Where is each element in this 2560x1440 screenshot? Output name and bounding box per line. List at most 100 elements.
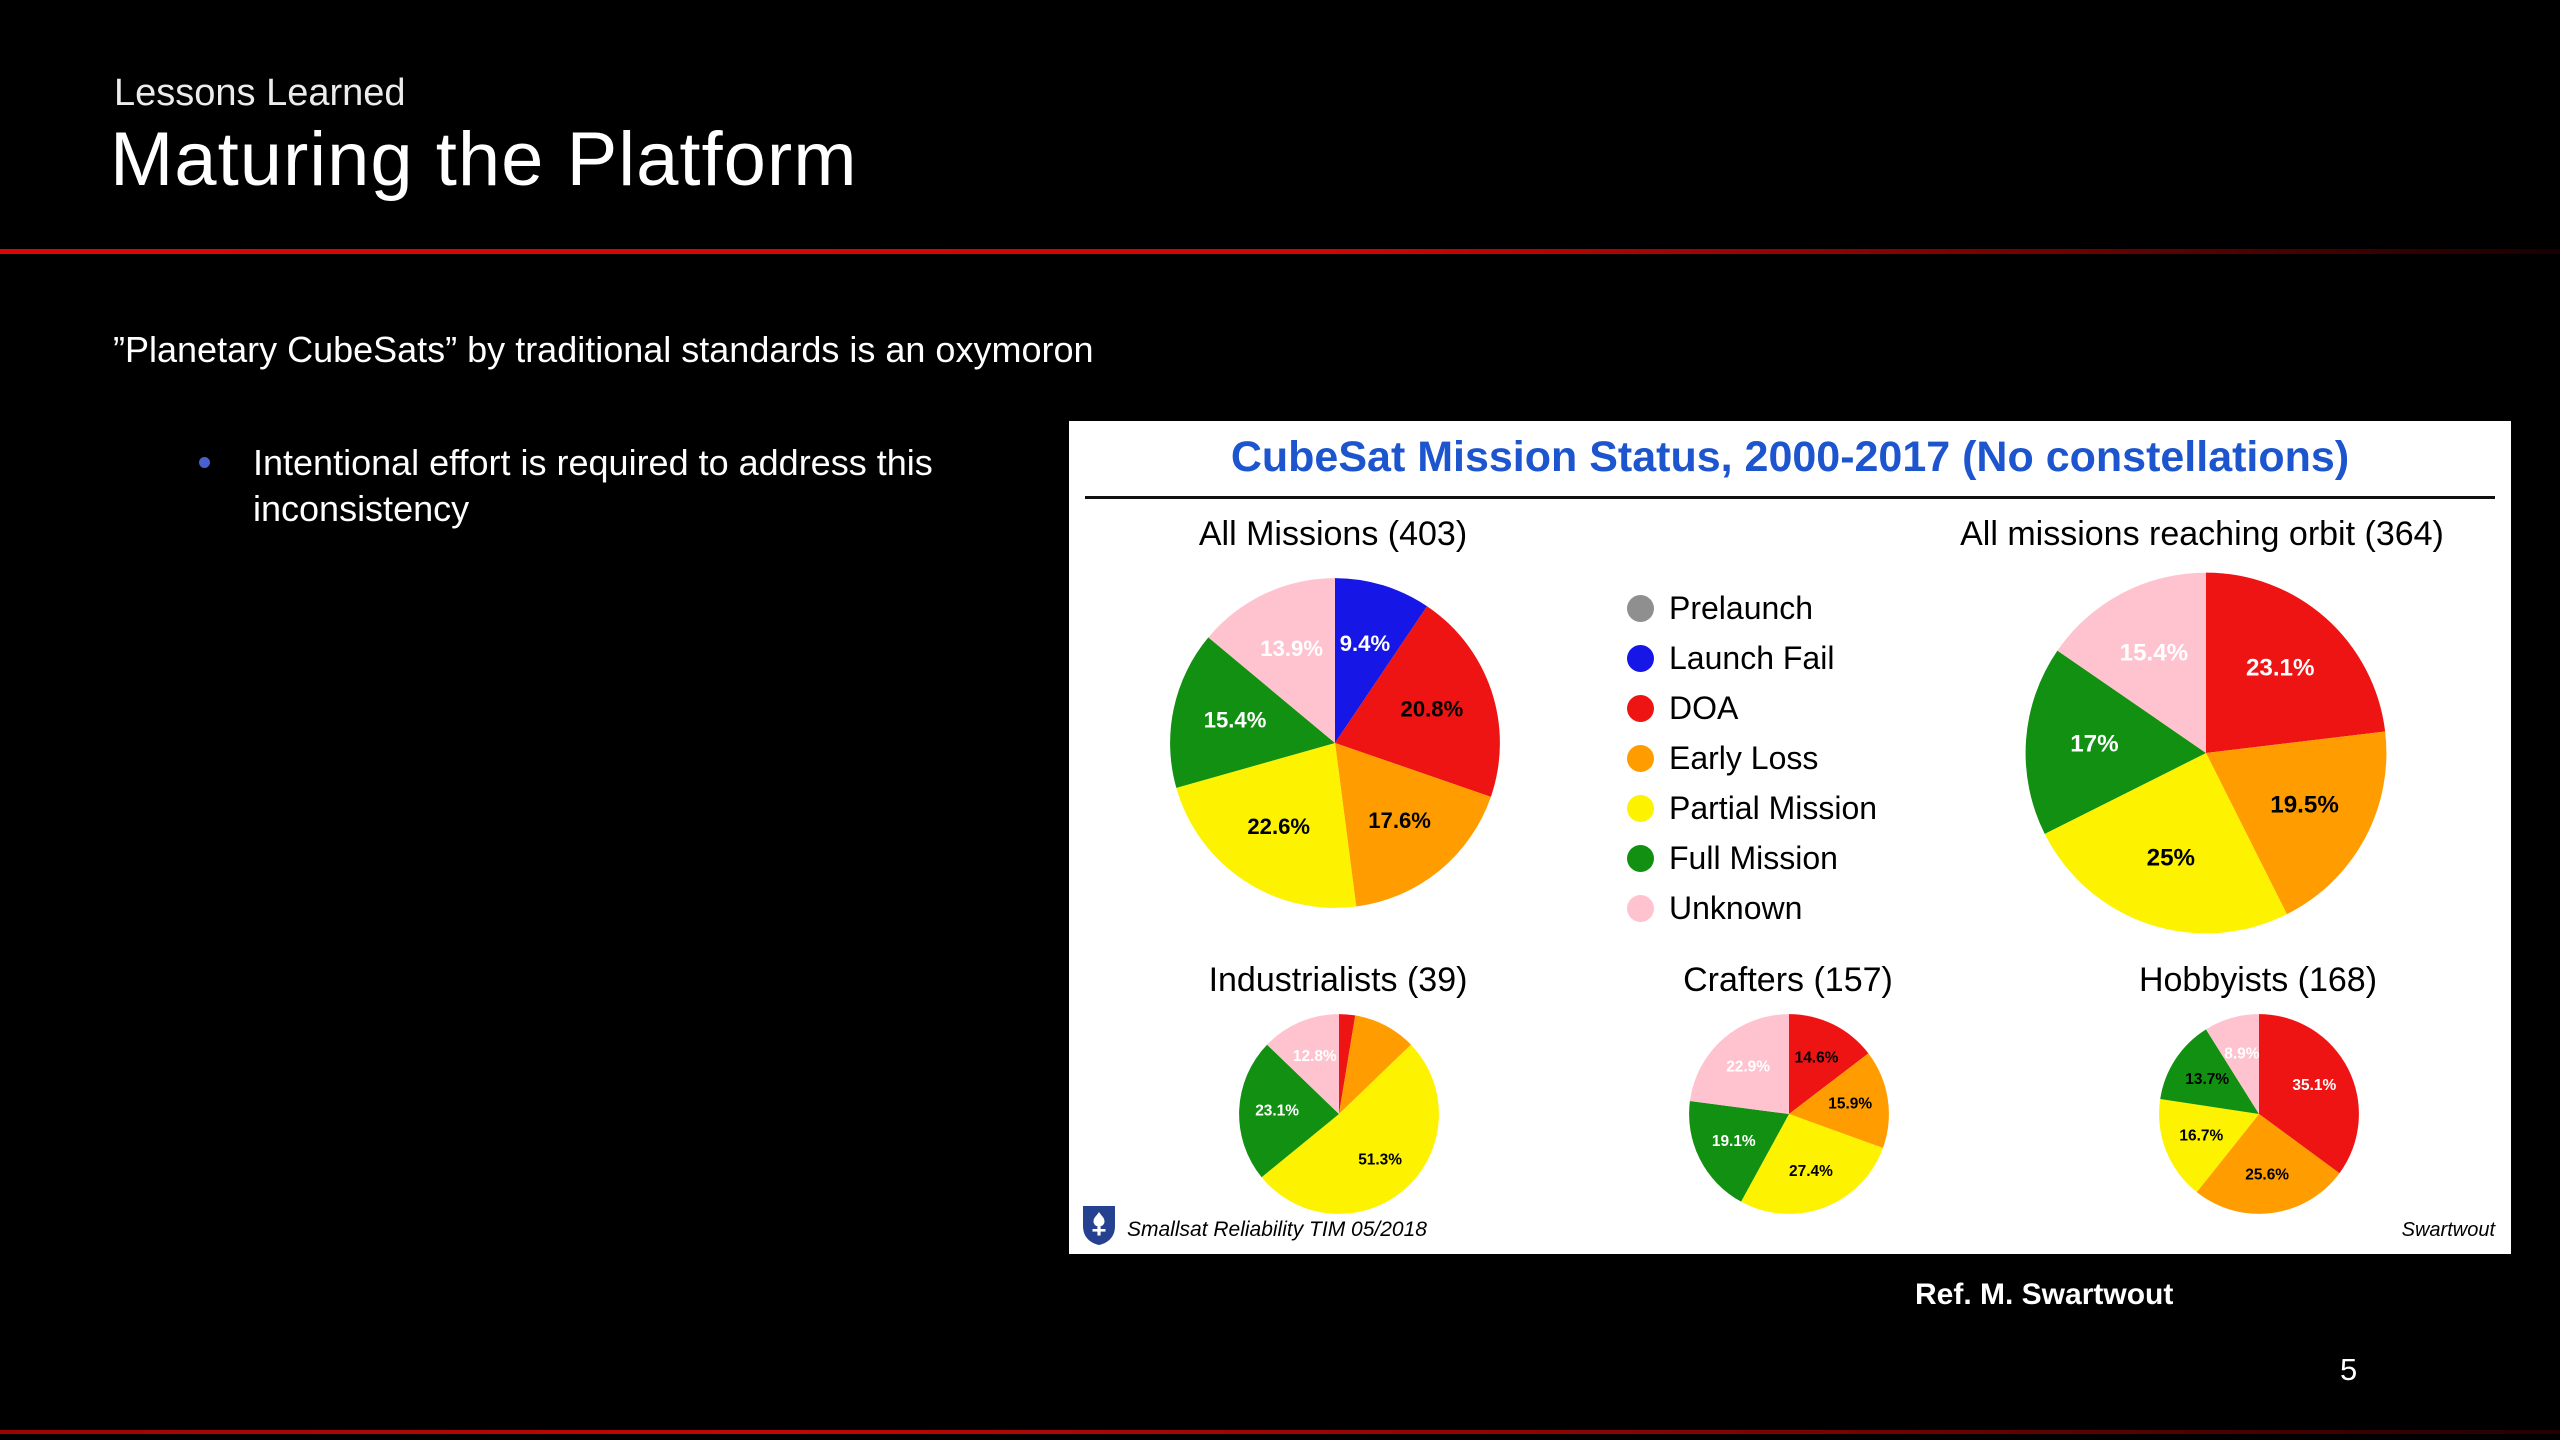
figure-source-credit: Smallsat Reliability TIM 05/2018: [1127, 1218, 1427, 1241]
pie-slice-label: 27.4%: [1789, 1163, 1833, 1180]
pie-slice-early-loss: [2196, 1114, 2340, 1214]
page-number: 5: [2340, 1352, 2358, 1387]
pie-slice-label: 15.4%: [1204, 708, 1267, 733]
pie-slice-partial-mission: [1176, 743, 1357, 908]
bullet-item: Intentional effort is required to addres…: [199, 440, 1023, 532]
legend: Prelaunch Launch Fail DOA Early Loss Partial…: [1627, 583, 1877, 933]
chart-title-industrialists: Industrialists (39): [1208, 961, 1468, 999]
legend-item: DOA: [1627, 683, 1877, 733]
pie-slice-label: 9.4%: [1340, 631, 1391, 656]
figure-title: CubeSat Mission Status, 2000-2017 (No co…: [1230, 433, 2350, 481]
pie-slice-label: 8.9%: [2224, 1046, 2259, 1063]
pie-slice-early-loss: [1789, 1053, 1889, 1149]
statement-text: ”Planetary CubeSats” by traditional stan…: [113, 329, 1094, 370]
pie-slice-label: 17%: [2070, 731, 2118, 758]
pie-slice-early-loss: [2206, 731, 2387, 915]
pie-slice-label: 12.8%: [1293, 1048, 1337, 1065]
pie-slice-doa: [2259, 1014, 2359, 1174]
legend-label: Launch Fail: [1669, 639, 1835, 676]
cubesat-status-figure: CubeSat Mission Status, 2000-2017 (No co…: [1069, 421, 2511, 1254]
pie-slice-label: 22.6%: [1247, 814, 1310, 839]
pie-slice-label: 13.7%: [2185, 1071, 2229, 1088]
page-title: Maturing the Platform: [110, 117, 858, 202]
pie-slice-label: 23.1%: [1255, 1103, 1299, 1120]
legend-label: Unknown: [1669, 889, 1803, 926]
pie-slice-partial-mission: [1261, 1044, 1439, 1214]
legend-swatch-icon: [1627, 594, 1654, 622]
figure-title-underline: [1085, 496, 2495, 499]
pie-slice-partial-mission: [2159, 1098, 2259, 1193]
legend-item: Launch Fail: [1627, 633, 1877, 683]
footer-divider-line: [0, 1430, 2560, 1434]
legend-label: Full Mission: [1669, 839, 1838, 876]
pie-slice-label: 14.6%: [1795, 1050, 1839, 1067]
pie-slice-label: 17.6%: [1368, 808, 1431, 833]
pie-slice-label: 22.9%: [1726, 1059, 1770, 1076]
legend-item: Partial Mission: [1627, 783, 1877, 833]
pie-slice-partial-mission: [2044, 753, 2287, 934]
pie-slice-unknown: [2205, 1014, 2259, 1114]
bullet-dot-icon: [199, 457, 210, 468]
pie-slice-label: 16.7%: [2179, 1128, 2223, 1145]
figure-author-credit: Swartwout: [2401, 1219, 2495, 1241]
pie-slice-full-mission: [1170, 637, 1335, 788]
pie-slice-label: 15.4%: [2120, 639, 2189, 666]
pie-slice-unknown: [1689, 1014, 1789, 1114]
legend-item: Full Mission: [1627, 833, 1877, 883]
slide-eyebrow: Lessons Learned: [114, 72, 406, 114]
legend-swatch-icon: [1627, 794, 1654, 822]
header-divider-line: [0, 249, 2560, 254]
pie-slice-doa: [1335, 606, 1500, 797]
legend-item: Prelaunch: [1627, 583, 1877, 633]
pie-slice-full-mission: [1689, 1101, 1789, 1202]
pie-slice-label: 19.1%: [1712, 1133, 1756, 1150]
chart-title-all-missions: All Missions (403): [1198, 515, 1468, 553]
pie-slice-unknown: [2057, 572, 2206, 753]
legend-label: Prelaunch: [1669, 589, 1814, 626]
legend-swatch-icon: [1627, 694, 1654, 722]
pie-slice-full-mission: [1239, 1044, 1339, 1178]
pie-slice-early-loss: [1335, 743, 1491, 907]
pie-slice-doa: [2206, 572, 2386, 753]
pie-slice-label: 15.9%: [1828, 1096, 1872, 1113]
pie-slice-unknown: [1267, 1014, 1339, 1114]
pie-slice-full-mission: [2025, 650, 2206, 834]
pie-slice-label: 23.1%: [2246, 655, 2315, 682]
bullet-text: Intentional effort is required to addres…: [253, 442, 933, 530]
pie-reaching-orbit: 23.1% 19.5% 25% 17% 15.4%: [2020, 567, 2392, 939]
pie-slice-label: 35.1%: [2292, 1077, 2336, 1094]
legend-swatch-icon: [1627, 844, 1654, 872]
chart-title-crafters: Crafters (157): [1683, 961, 1893, 999]
chart-title-reaching-orbit: All missions reaching orbit (364): [1960, 515, 2444, 553]
pie-crafters: 14.6% 15.9% 27.4% 19.1% 22.9%: [1686, 1011, 1892, 1217]
pie-slice-launch-fail: [1335, 578, 1428, 743]
legend-item: Unknown: [1627, 883, 1877, 933]
chart-title-hobbyists: Hobbyists (168): [2138, 961, 2378, 999]
legend-label: DOA: [1669, 689, 1739, 726]
pie-slice-label: 25%: [2147, 845, 2195, 872]
pie-slice-early-loss: [1339, 1015, 1411, 1114]
pie-slice-label: 20.8%: [1401, 696, 1464, 721]
legend-swatch-icon: [1627, 744, 1654, 772]
reference-text: Ref. M. Swartwout: [1915, 1278, 2174, 1311]
legend-item: Early Loss: [1627, 733, 1877, 783]
pie-slice-label: 19.5%: [2270, 791, 2339, 818]
pie-slice-label: 13.9%: [1260, 636, 1323, 661]
pie-slice-full-mission: [2160, 1029, 2259, 1114]
figure-footer-left: Smallsat Reliability TIM 05/2018: [1081, 1204, 1427, 1246]
pie-hobbyists: 35.1% 25.6% 16.7% 13.7% 8.9%: [2156, 1011, 2362, 1217]
pie-slice-label: 25.6%: [2245, 1166, 2289, 1183]
university-shield-logo: [1083, 1206, 1115, 1245]
pie-slice-partial-mission: [1741, 1114, 1883, 1214]
pie-all-missions: 9.4% 20.8% 17.6% 22.6% 15.4% 13.9%: [1165, 573, 1505, 913]
pie-industrialists: 51.3% 23.1% 12.8%: [1236, 1011, 1442, 1217]
legend-label: Partial Mission: [1669, 789, 1878, 826]
legend-label: Early Loss: [1669, 739, 1819, 776]
pie-slice-unknown: [1208, 578, 1335, 743]
pie-slice-doa: [1789, 1014, 1869, 1114]
legend-swatch-icon: [1627, 894, 1654, 922]
pie-slice-label: 51.3%: [1358, 1151, 1402, 1168]
pie-slice-doa: [1339, 1014, 1356, 1114]
legend-swatch-icon: [1627, 644, 1654, 672]
